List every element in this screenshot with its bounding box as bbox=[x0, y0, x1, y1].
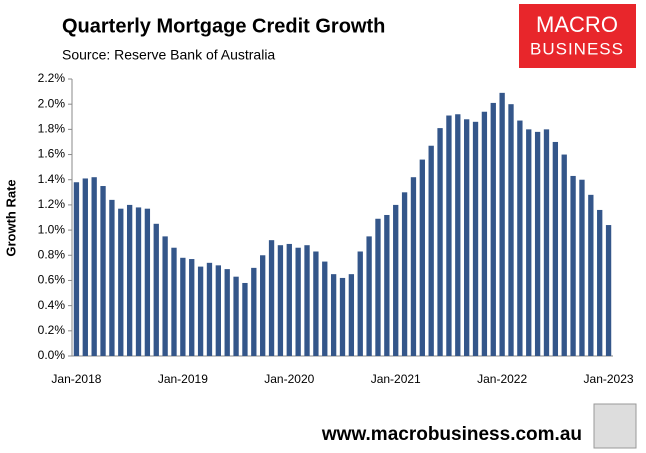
y-tick-label: 0.2% bbox=[38, 323, 66, 337]
bar bbox=[508, 104, 514, 356]
bar bbox=[393, 204, 399, 356]
chart-subtitle: Source: Reserve Bank of Australia bbox=[62, 47, 275, 63]
bar bbox=[162, 236, 168, 356]
bar bbox=[490, 102, 496, 356]
bar bbox=[517, 120, 523, 356]
bar bbox=[118, 208, 124, 356]
x-tick-label: Jan-2023 bbox=[584, 372, 634, 386]
bar bbox=[295, 247, 301, 356]
y-tick-label: 1.0% bbox=[38, 222, 66, 236]
bar bbox=[100, 186, 106, 356]
bar bbox=[322, 261, 328, 356]
y-tick-label: 1.2% bbox=[38, 197, 66, 211]
x-tick-label: Jan-2022 bbox=[477, 372, 527, 386]
bar bbox=[499, 92, 505, 356]
bar bbox=[366, 236, 372, 356]
y-tick-label: 0.8% bbox=[38, 247, 66, 261]
bar bbox=[348, 274, 355, 356]
bar bbox=[224, 269, 230, 356]
bar bbox=[330, 274, 337, 356]
bar bbox=[82, 178, 88, 356]
y-tick-label: 1.6% bbox=[38, 147, 66, 161]
bar bbox=[410, 177, 417, 356]
bar bbox=[109, 199, 115, 356]
bar bbox=[455, 114, 461, 356]
footer: www.macrobusiness.com.au bbox=[321, 424, 582, 445]
bar bbox=[464, 119, 470, 356]
bar bbox=[481, 111, 488, 357]
logo-text: BUSINESS bbox=[530, 39, 624, 58]
y-tick-label: 2.0% bbox=[38, 96, 66, 110]
bar bbox=[197, 266, 204, 356]
bar bbox=[242, 282, 248, 356]
bar bbox=[437, 128, 443, 356]
bar bbox=[215, 265, 221, 356]
bar bbox=[260, 255, 266, 356]
bar bbox=[357, 251, 363, 356]
bar bbox=[268, 240, 275, 356]
bar bbox=[526, 129, 532, 356]
bar bbox=[375, 218, 381, 356]
bar bbox=[472, 121, 479, 357]
bar bbox=[588, 194, 594, 356]
y-axis-label: Growth Rate bbox=[3, 179, 18, 256]
logo-box bbox=[519, 4, 636, 68]
bar bbox=[91, 177, 97, 356]
bar bbox=[304, 245, 310, 356]
x-tick-label: Jan-2019 bbox=[158, 372, 208, 386]
y-tick-label: 0.6% bbox=[38, 273, 66, 287]
y-tick-label: 0.0% bbox=[38, 348, 66, 362]
bar bbox=[570, 175, 576, 356]
bar bbox=[561, 154, 567, 356]
bar bbox=[206, 262, 213, 356]
bar bbox=[597, 209, 603, 356]
x-tick-label: Jan-2018 bbox=[51, 372, 101, 386]
wolf-icon bbox=[593, 403, 637, 449]
y-tick-label: 2.2% bbox=[38, 71, 66, 85]
bar bbox=[579, 179, 585, 356]
bar bbox=[384, 214, 390, 356]
bar bbox=[286, 243, 292, 356]
bar bbox=[543, 129, 550, 356]
bar bbox=[171, 247, 177, 356]
bar bbox=[153, 223, 159, 356]
bar bbox=[73, 182, 80, 356]
bar bbox=[135, 207, 142, 356]
x-tick-label: Jan-2021 bbox=[371, 372, 421, 386]
logo-text: MACRO bbox=[536, 12, 618, 37]
bar bbox=[251, 267, 257, 356]
chart-title: Quarterly Mortgage Credit Growth bbox=[62, 15, 385, 37]
bar bbox=[446, 115, 452, 356]
bar bbox=[144, 208, 151, 356]
y-tick-label: 1.4% bbox=[38, 172, 66, 186]
bar bbox=[180, 257, 186, 356]
bar bbox=[339, 277, 346, 356]
bar bbox=[313, 251, 319, 356]
x-tick-label: Jan-2020 bbox=[264, 372, 314, 386]
bar bbox=[428, 145, 434, 356]
bar bbox=[419, 159, 425, 356]
bar bbox=[552, 141, 559, 356]
bar bbox=[233, 276, 239, 356]
bar bbox=[605, 225, 612, 356]
y-tick-label: 1.8% bbox=[38, 122, 66, 136]
bar bbox=[534, 131, 541, 356]
bar bbox=[277, 245, 284, 356]
bar bbox=[126, 204, 133, 356]
bar bbox=[401, 192, 408, 356]
bar bbox=[189, 259, 195, 356]
y-tick-label: 0.4% bbox=[38, 298, 66, 312]
